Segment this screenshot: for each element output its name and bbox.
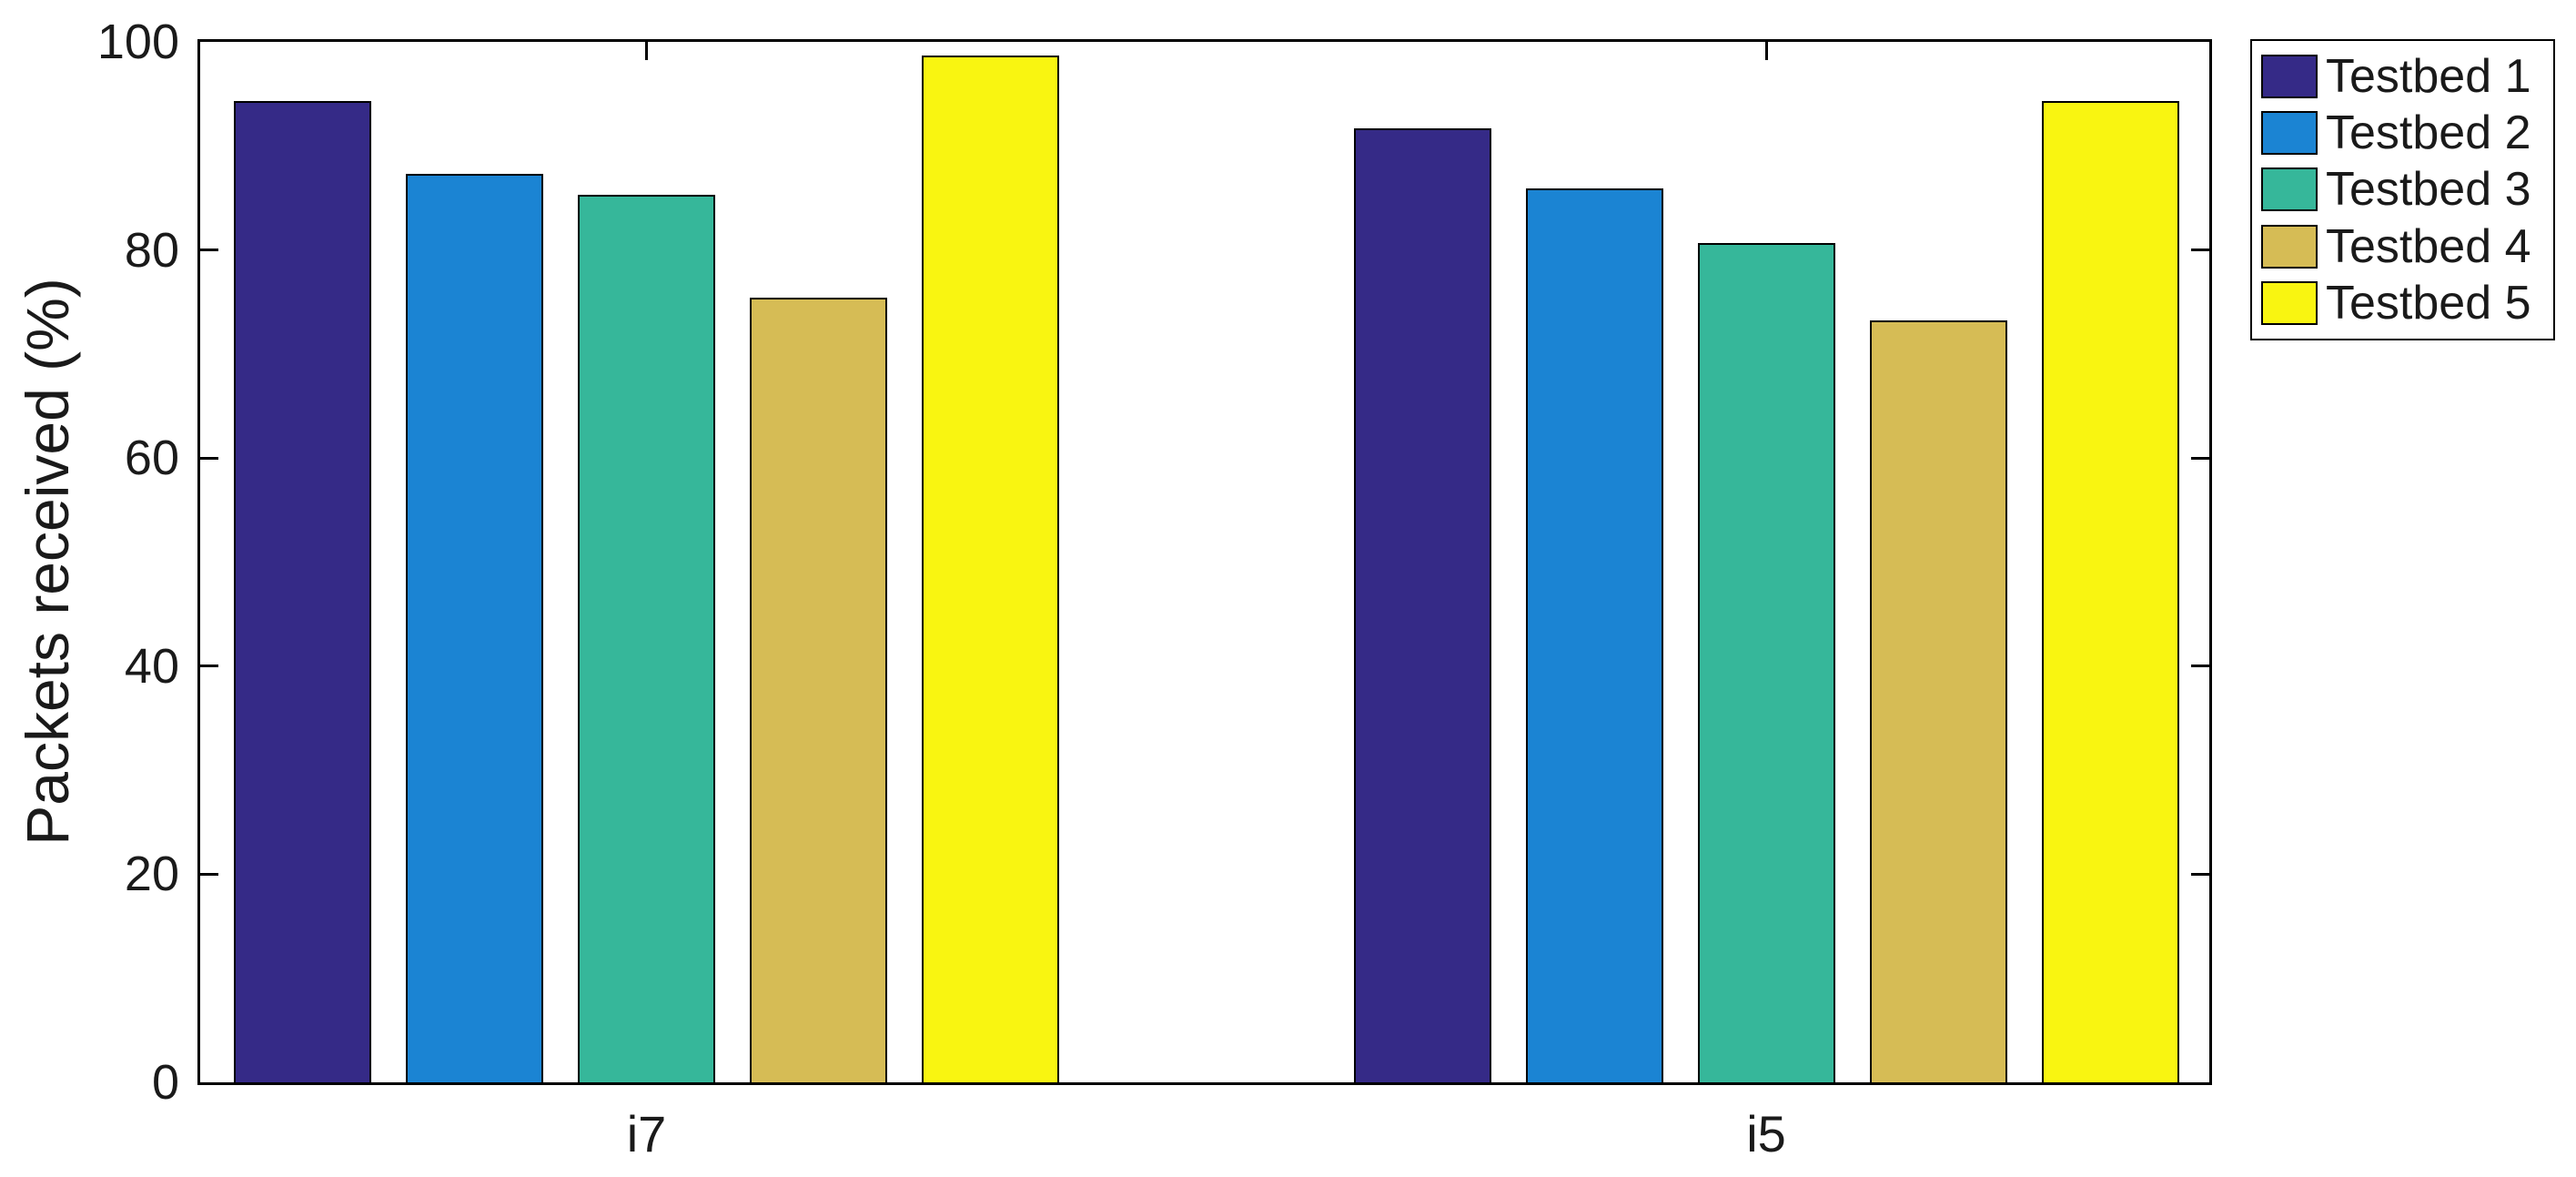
x-tick-label-i5: i5 bbox=[1746, 1105, 1786, 1162]
y-tick-label: 100 bbox=[96, 15, 179, 69]
y-tick-label: 0 bbox=[151, 1055, 179, 1110]
y-tick-label: 20 bbox=[124, 847, 179, 902]
legend-swatch-icon bbox=[2261, 111, 2318, 156]
legend-label: Testbed 3 bbox=[2326, 163, 2531, 217]
y-tick-mark-left bbox=[200, 249, 218, 252]
y-tick-mark-right bbox=[2191, 665, 2209, 668]
legend-label: Testbed 2 bbox=[2326, 107, 2531, 160]
legend-swatch-icon bbox=[2261, 55, 2318, 99]
legend-row: Testbed 5 bbox=[2261, 276, 2553, 330]
bar-i5-testbed-2 bbox=[1525, 188, 1663, 1082]
bar-i7-testbed-5 bbox=[922, 55, 1059, 1082]
legend-label: Testbed 5 bbox=[2326, 276, 2531, 330]
x-tick-mark-top bbox=[1764, 42, 1768, 60]
x-tick-mark-top bbox=[645, 42, 648, 60]
y-tick-label: 80 bbox=[124, 222, 179, 278]
legend-label: Testbed 1 bbox=[2326, 50, 2531, 104]
plot-area bbox=[197, 39, 2212, 1085]
bar-i7-testbed-2 bbox=[406, 174, 543, 1082]
legend-row: Testbed 3 bbox=[2261, 163, 2553, 217]
bar-i7-testbed-3 bbox=[578, 195, 715, 1082]
y-tick-mark-left bbox=[200, 456, 218, 460]
bar-i5-testbed-3 bbox=[1697, 242, 1835, 1082]
legend-row: Testbed 1 bbox=[2261, 50, 2553, 104]
x-tick-label-i7: i7 bbox=[626, 1105, 667, 1162]
legend-swatch-icon bbox=[2261, 280, 2318, 325]
y-tick-label: 40 bbox=[124, 638, 179, 694]
bar-i5-testbed-5 bbox=[2041, 101, 2179, 1082]
bar-i5-testbed-1 bbox=[1353, 127, 1491, 1082]
legend-swatch-icon bbox=[2261, 167, 2318, 212]
y-axis-label: Packets received (%) bbox=[14, 278, 81, 846]
y-tick-mark-right bbox=[2191, 249, 2209, 252]
bar-i7-testbed-4 bbox=[750, 298, 887, 1082]
legend-row: Testbed 2 bbox=[2261, 107, 2553, 160]
legend-row: Testbed 4 bbox=[2261, 219, 2553, 273]
y-tick-mark-right bbox=[2191, 456, 2209, 460]
bar-i7-testbed-1 bbox=[234, 101, 371, 1082]
legend-label: Testbed 4 bbox=[2326, 219, 2531, 273]
y-tick-mark-left bbox=[200, 665, 218, 668]
y-tick-mark-right bbox=[2191, 872, 2209, 876]
bar-i5-testbed-4 bbox=[1869, 320, 2007, 1082]
y-tick-mark-left bbox=[200, 872, 218, 876]
y-tick-label: 60 bbox=[124, 431, 179, 486]
legend-swatch-icon bbox=[2261, 224, 2318, 269]
legend: Testbed 1 Testbed 2 Testbed 3 Testbed 4 Test… bbox=[2250, 39, 2555, 340]
